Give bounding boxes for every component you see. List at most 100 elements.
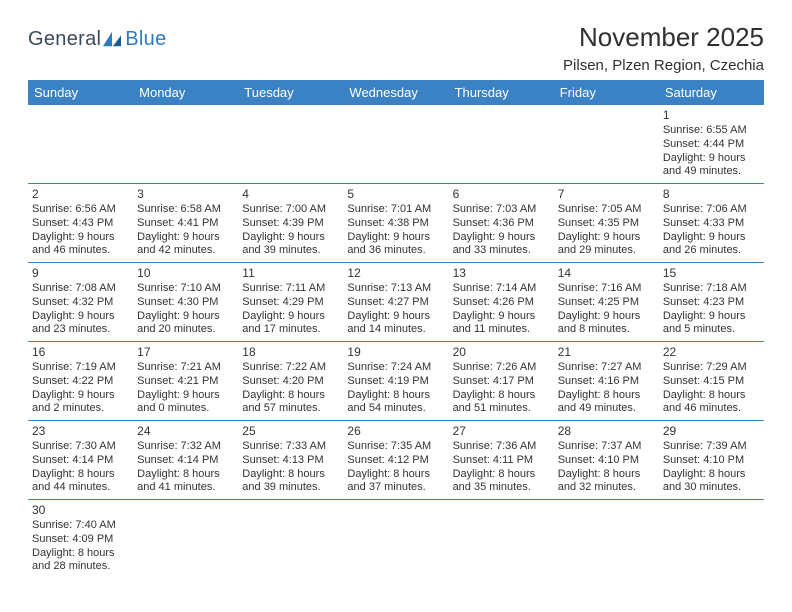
day-number: 20 xyxy=(453,345,550,360)
calendar-cell xyxy=(133,500,238,579)
weekday-header: Wednesday xyxy=(343,80,448,105)
daylight-line: Daylight: 9 hours and 26 minutes. xyxy=(663,231,760,259)
calendar-cell xyxy=(343,500,448,579)
day-number: 11 xyxy=(242,266,339,281)
sunrise-line: Sunrise: 7:26 AM xyxy=(453,361,550,375)
day-number: 26 xyxy=(347,424,444,439)
sunset-line: Sunset: 4:38 PM xyxy=(347,217,444,231)
sunset-line: Sunset: 4:41 PM xyxy=(137,217,234,231)
calendar-cell xyxy=(238,500,343,579)
day-number: 18 xyxy=(242,345,339,360)
calendar-cell xyxy=(659,500,764,579)
calendar-cell: 13Sunrise: 7:14 AMSunset: 4:26 PMDayligh… xyxy=(449,263,554,342)
sunset-line: Sunset: 4:16 PM xyxy=(558,375,655,389)
sunrise-line: Sunrise: 7:33 AM xyxy=(242,440,339,454)
sunset-line: Sunset: 4:35 PM xyxy=(558,217,655,231)
day-number: 14 xyxy=(558,266,655,281)
day-number: 6 xyxy=(453,187,550,202)
calendar-cell: 4Sunrise: 7:00 AMSunset: 4:39 PMDaylight… xyxy=(238,184,343,263)
daylight-line: Daylight: 8 hours and 41 minutes. xyxy=(137,468,234,496)
sunrise-line: Sunrise: 7:24 AM xyxy=(347,361,444,375)
sunrise-line: Sunrise: 7:05 AM xyxy=(558,203,655,217)
location-label: Pilsen, Plzen Region, Czechia xyxy=(563,57,764,74)
sunrise-line: Sunrise: 7:21 AM xyxy=(137,361,234,375)
day-number: 15 xyxy=(663,266,760,281)
sunrise-line: Sunrise: 7:32 AM xyxy=(137,440,234,454)
calendar-row: 16Sunrise: 7:19 AMSunset: 4:22 PM Dayligh… xyxy=(28,342,764,421)
sunset-line: Sunset: 4:13 PM xyxy=(242,454,339,468)
daylight-line: Daylight: 9 hours and 36 minutes. xyxy=(347,231,444,259)
logo: General Blue xyxy=(28,28,167,51)
sunrise-line: Sunrise: 7:00 AM xyxy=(242,203,339,217)
sunset-line: Sunset: 4:39 PM xyxy=(242,217,339,231)
calendar-row: 1Sunrise: 6:55 AMSunset: 4:44 PMDaylight… xyxy=(28,105,764,184)
sunset-line: Sunset: 4:20 PM xyxy=(242,375,339,389)
calendar-cell: 7Sunrise: 7:05 AMSunset: 4:35 PMDaylight… xyxy=(554,184,659,263)
daylight-line: Daylight: 9 hours and 46 minutes. xyxy=(32,231,129,259)
sunset-line: Sunset: 4:17 PM xyxy=(453,375,550,389)
day-number: 24 xyxy=(137,424,234,439)
sunrise-line: Sunrise: 7:03 AM xyxy=(453,203,550,217)
calendar-cell: 18Sunrise: 7:22 AMSunset: 4:20 PMDayligh… xyxy=(238,342,343,421)
calendar-cell: 22Sunrise: 7:29 AMSunset: 4:15 PMDayligh… xyxy=(659,342,764,421)
calendar-cell: 5Sunrise: 7:01 AMSunset: 4:38 PMDaylight… xyxy=(343,184,448,263)
calendar-cell: 8Sunrise: 7:06 AMSunset: 4:33 PMDaylight… xyxy=(659,184,764,263)
calendar-cell xyxy=(554,105,659,184)
day-number: 23 xyxy=(32,424,129,439)
sunset-line: Sunset: 4:33 PM xyxy=(663,217,760,231)
daylight-line: Daylight: 9 hours and 42 minutes. xyxy=(137,231,234,259)
day-number: 16 xyxy=(32,345,129,360)
sunrise-line: Sunrise: 7:30 AM xyxy=(32,440,129,454)
sunrise-line: Sunrise: 7:35 AM xyxy=(347,440,444,454)
daylight-line: Daylight: 8 hours and 30 minutes. xyxy=(663,468,760,496)
weekday-header: Saturday xyxy=(659,80,764,105)
calendar-cell: 11Sunrise: 7:11 AMSunset: 4:29 PMDayligh… xyxy=(238,263,343,342)
sunrise-line: Sunrise: 7:08 AM xyxy=(32,282,129,296)
sunrise-line: Sunrise: 7:39 AM xyxy=(663,440,760,454)
sunset-line: Sunset: 4:09 PM xyxy=(32,533,129,547)
daylight-line: Daylight: 8 hours and 46 minutes. xyxy=(663,389,760,417)
calendar-cell: 9Sunrise: 7:08 AMSunset: 4:32 PMDaylight… xyxy=(28,263,133,342)
calendar-cell: 20Sunrise: 7:26 AMSunset: 4:17 PMDayligh… xyxy=(449,342,554,421)
month-title: November 2025 xyxy=(563,22,764,53)
day-number: 27 xyxy=(453,424,550,439)
calendar-cell: 27Sunrise: 7:36 AMSunset: 4:11 PMDayligh… xyxy=(449,421,554,500)
daylight-line: Daylight: 9 hours and 29 minutes. xyxy=(558,231,655,259)
logo-text-blue: Blue xyxy=(125,28,166,51)
daylight-line: Daylight: 8 hours and 51 minutes. xyxy=(453,389,550,417)
sunrise-line: Sunrise: 7:10 AM xyxy=(137,282,234,296)
sunset-line: Sunset: 4:22 PM xyxy=(32,375,129,389)
sunset-line: Sunset: 4:23 PM xyxy=(663,296,760,310)
sunrise-line: Sunrise: 6:55 AM xyxy=(663,124,760,138)
sunset-line: Sunset: 4:26 PM xyxy=(453,296,550,310)
daylight-line: Daylight: 8 hours and 57 minutes. xyxy=(242,389,339,417)
calendar-cell: 2Sunrise: 6:56 AMSunset: 4:43 PMDaylight… xyxy=(28,184,133,263)
sunset-line: Sunset: 4:27 PM xyxy=(347,296,444,310)
sunset-line: Sunset: 4:25 PM xyxy=(558,296,655,310)
day-number: 5 xyxy=(347,187,444,202)
day-number: 25 xyxy=(242,424,339,439)
daylight-line: Daylight: 9 hours and 23 minutes. xyxy=(32,310,129,338)
daylight-line: Daylight: 8 hours and 39 minutes. xyxy=(242,468,339,496)
sunrise-line: Sunrise: 7:19 AM xyxy=(32,361,129,375)
calendar-row: 9Sunrise: 7:08 AMSunset: 4:32 PMDaylight… xyxy=(28,263,764,342)
weekday-header: Thursday xyxy=(449,80,554,105)
sunrise-line: Sunrise: 6:58 AM xyxy=(137,203,234,217)
calendar-cell xyxy=(554,500,659,579)
day-number: 30 xyxy=(32,503,129,518)
sunset-line: Sunset: 4:14 PM xyxy=(137,454,234,468)
calendar-cell: 24Sunrise: 7:32 AMSunset: 4:14 PMDayligh… xyxy=(133,421,238,500)
sunrise-line: Sunrise: 7:06 AM xyxy=(663,203,760,217)
sunrise-line: Sunrise: 7:16 AM xyxy=(558,282,655,296)
sunset-line: Sunset: 4:43 PM xyxy=(32,217,129,231)
weekday-header-row: Sunday Monday Tuesday Wednesday Thursday… xyxy=(28,80,764,105)
sunset-line: Sunset: 4:10 PM xyxy=(558,454,655,468)
calendar-cell: 10Sunrise: 7:10 AMSunset: 4:30 PMDayligh… xyxy=(133,263,238,342)
day-number: 29 xyxy=(663,424,760,439)
sunset-line: Sunset: 4:32 PM xyxy=(32,296,129,310)
daylight-line: Daylight: 9 hours and 49 minutes. xyxy=(663,152,760,180)
calendar-cell: 25Sunrise: 7:33 AMSunset: 4:13 PMDayligh… xyxy=(238,421,343,500)
calendar-cell xyxy=(343,105,448,184)
sail-icon xyxy=(101,30,123,48)
sunrise-line: Sunrise: 7:01 AM xyxy=(347,203,444,217)
